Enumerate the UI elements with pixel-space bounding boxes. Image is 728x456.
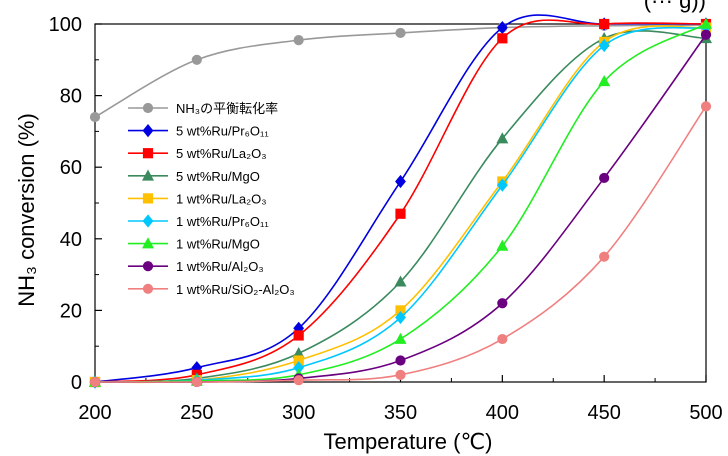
legend-label: 1 wt%Ru/SiO₂-Al₂O₃	[176, 282, 295, 297]
legend-label: 5 wt%Ru/Pr₆O₁₁	[176, 124, 269, 139]
data-point	[700, 101, 712, 112]
series-line	[94, 34, 707, 384]
data-point	[497, 33, 508, 44]
legend-entry: 1 wt%Ru/Al₂O₃	[128, 259, 264, 274]
x-tick-label: 400	[486, 402, 519, 424]
y-tick-label: 80	[60, 86, 82, 108]
data-point	[191, 54, 202, 65]
data-point	[293, 355, 304, 366]
legend-marker	[142, 283, 154, 294]
data-point	[293, 330, 304, 341]
x-tick-label: 250	[180, 402, 213, 424]
legend-marker	[142, 193, 154, 204]
y-tick-label: 20	[60, 300, 82, 322]
legend-marker	[142, 237, 154, 249]
data-point	[599, 251, 610, 262]
legend-marker	[142, 148, 154, 159]
chart-title-partial: (··· g))	[644, 0, 706, 13]
legend-label: 1 wt%Ru/Al₂O₃	[176, 259, 264, 274]
data-point	[497, 298, 508, 309]
x-tick-label: 500	[689, 402, 722, 424]
legend-label: NH₃の平衡転化率	[176, 101, 278, 116]
legend-entry: 1 wt%Ru/La₂O₃	[128, 191, 267, 206]
data-point	[598, 74, 611, 87]
data-point	[191, 376, 202, 388]
data-point	[700, 29, 712, 40]
data-point	[293, 361, 305, 375]
y-tick-label: 60	[60, 157, 82, 179]
data-point	[496, 239, 509, 251]
y-axis-title: NH₃ conversion (%)	[14, 113, 39, 307]
series-8	[89, 101, 712, 388]
data-point	[496, 132, 509, 144]
data-point	[89, 376, 101, 388]
data-point	[496, 178, 508, 192]
data-point	[395, 369, 406, 380]
data-point	[89, 111, 101, 123]
x-tick-label: 450	[587, 402, 620, 424]
data-point	[599, 172, 610, 184]
legend-entry: 5 wt%Ru/Pr₆O₁₁	[128, 124, 269, 139]
x-tick-label: 200	[78, 402, 111, 424]
legend-entry: NH₃の平衡転化率	[128, 101, 278, 116]
x-tick-label: 350	[384, 402, 417, 424]
data-point	[395, 305, 406, 316]
y-tick-label: 40	[60, 229, 82, 251]
x-tick-label: 300	[282, 402, 315, 424]
data-point	[394, 332, 407, 344]
data-point	[496, 20, 508, 35]
legend-label: 1 wt%Ru/Pr₆O₁₁	[176, 214, 269, 229]
data-point	[700, 17, 712, 29]
legend-entry: 5 wt%Ru/La₂O₃	[128, 146, 267, 161]
legend-label: 5 wt%Ru/MgO	[176, 169, 260, 184]
legend-marker	[142, 214, 154, 228]
y-tick-label: 100	[49, 14, 82, 36]
legend-marker	[142, 261, 154, 272]
data-point	[395, 208, 406, 219]
legend-marker	[142, 124, 154, 138]
series-layer	[89, 14, 712, 389]
data-point	[293, 375, 304, 386]
legend-entry: 1 wt%Ru/MgO	[128, 237, 260, 252]
data-point	[293, 35, 304, 46]
legend-marker	[142, 169, 154, 181]
legend-entry: 5 wt%Ru/MgO	[128, 169, 260, 184]
data-point	[598, 38, 610, 53]
legend: NH₃の平衡転化率 5 wt%Ru/Pr₆O₁₁ 5 wt%Ru/La₂O₃ 5 wt…	[128, 101, 295, 297]
axes-layer: 200 250 300 350 400 450 500 0 20 40 60 80 100	[49, 14, 723, 424]
data-point	[599, 18, 610, 30]
legend-marker	[142, 102, 154, 114]
x-axis-title: Temperature (℃)	[324, 429, 493, 454]
legend-label: 1 wt%Ru/MgO	[176, 237, 260, 252]
data-point	[395, 174, 406, 189]
data-point	[395, 27, 406, 39]
data-point	[395, 355, 406, 366]
data-point	[394, 275, 407, 287]
legend-label: 5 wt%Ru/La₂O₃	[176, 146, 267, 161]
legend-entry: 1 wt%Ru/Pr₆O₁₁	[128, 214, 269, 229]
legend-label: 1 wt%Ru/La₂O₃	[176, 191, 267, 206]
legend-entry: 1 wt%Ru/SiO₂-Al₂O₃	[128, 282, 295, 297]
data-point	[292, 347, 305, 359]
series-line	[94, 30, 707, 383]
data-point	[497, 333, 508, 345]
y-tick-label: 0	[71, 372, 82, 394]
data-point	[395, 310, 406, 325]
